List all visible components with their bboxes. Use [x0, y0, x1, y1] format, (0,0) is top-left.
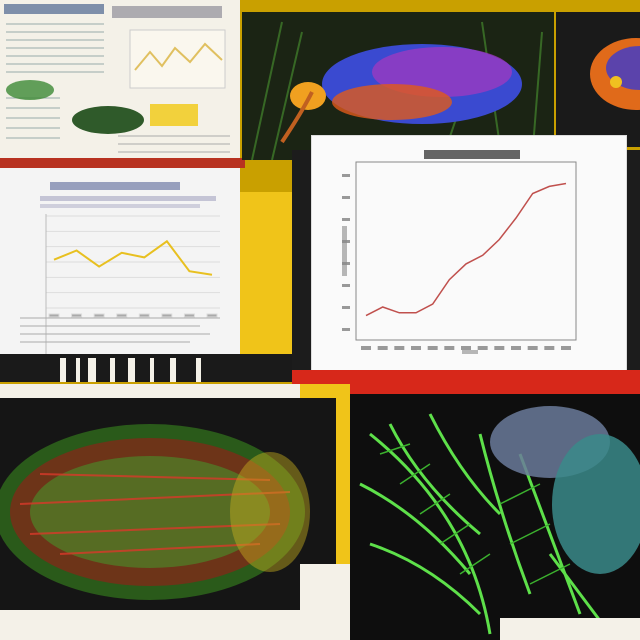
big-chart-plot-frame	[355, 161, 577, 341]
specimen-photo-left	[0, 384, 350, 640]
fern-fish-photo	[350, 394, 640, 640]
big-chart-xtick	[494, 346, 505, 350]
big-chart-xtick	[394, 346, 405, 350]
red-strip	[0, 158, 245, 168]
big-chart-svg	[342, 150, 577, 354]
big-chart-xtick	[444, 346, 455, 350]
big-chart-ytick	[342, 196, 350, 199]
middle-left-chart-document	[0, 168, 240, 354]
specimen-left-art	[0, 384, 350, 640]
red-band	[292, 370, 640, 394]
fish-photo-top	[242, 12, 554, 160]
big-chart-ytick	[342, 174, 350, 177]
middle-chart-series-line	[53, 239, 213, 276]
barcode-art	[60, 358, 201, 382]
fern-fish-art	[359, 406, 640, 640]
middle-chart-xtick	[48, 313, 60, 318]
big-chart-xtick	[527, 346, 538, 350]
fish-photo-right-art	[590, 38, 640, 110]
big-chart-xtick	[544, 346, 555, 350]
middle-chart-xtick	[93, 313, 105, 318]
big-chart-xtick	[377, 346, 388, 350]
big-chart-title-block	[424, 150, 520, 159]
fish-photo-top-art	[242, 12, 554, 160]
big-chart-xtick	[461, 346, 471, 350]
big-chart-xtick	[361, 346, 371, 350]
dark-barcode-strip	[0, 354, 300, 382]
big-chart-ytick	[342, 306, 350, 309]
middle-chart-xtick	[116, 313, 128, 318]
big-chart-xtick	[511, 346, 521, 350]
big-chart-xlabel-block	[462, 350, 478, 354]
top-left-document-art	[4, 4, 230, 153]
big-chart-xtick	[411, 346, 421, 350]
middle-chart-xtick	[206, 313, 218, 318]
big-chart-ytick	[342, 328, 350, 331]
big-chart-xtick	[561, 346, 571, 350]
middle-chart-xtick	[138, 313, 150, 318]
top-left-document	[0, 0, 240, 158]
fish-photo-right	[556, 12, 640, 147]
middle-chart-xtick	[71, 313, 83, 318]
middle-chart-title-block	[50, 182, 180, 190]
big-chart-ylabel-block	[342, 226, 347, 276]
big-chart-series-line	[365, 182, 567, 317]
middle-chart-xtick	[183, 313, 195, 318]
big-chart-ytick	[342, 284, 350, 287]
big-chart-xtick	[477, 346, 488, 350]
middle-chart-xtick	[161, 313, 173, 318]
yellow-card	[240, 192, 292, 360]
big-line-chart-paper	[312, 136, 626, 370]
middle-chart-svg	[20, 182, 220, 354]
big-chart-ytick	[342, 218, 350, 221]
big-chart-xtick	[427, 346, 438, 350]
